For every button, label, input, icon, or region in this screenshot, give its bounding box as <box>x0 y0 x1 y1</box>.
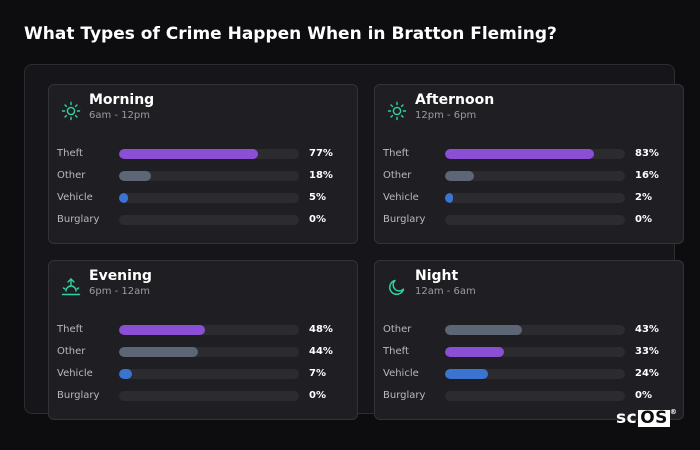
category-label: Other <box>57 170 86 181</box>
bar-row-vehicle: Vehicle 5% <box>57 191 347 205</box>
period-title: Afternoon <box>415 92 495 108</box>
category-label: Burglary <box>57 390 100 401</box>
category-label: Burglary <box>383 390 426 401</box>
category-label: Vehicle <box>383 368 419 379</box>
bar-vehicle <box>445 193 453 203</box>
category-label: Theft <box>57 148 83 159</box>
value-label: 43% <box>635 324 659 335</box>
period-title: Evening <box>89 268 152 284</box>
bar-track <box>119 347 299 357</box>
bar-row-other: Other 16% <box>383 169 673 183</box>
period-title: Morning <box>89 92 155 108</box>
bar-row-vehicle: Vehicle 24% <box>383 367 673 381</box>
logo-box: OS <box>638 408 670 428</box>
bar-theft <box>445 347 505 357</box>
value-label: 77% <box>309 148 333 159</box>
category-label: Vehicle <box>57 192 93 203</box>
period-time-range: 6pm - 12am <box>89 286 151 297</box>
bar-row-theft: Theft 83% <box>383 147 673 161</box>
value-label: 83% <box>635 148 659 159</box>
bar-other <box>445 325 523 335</box>
category-label: Burglary <box>57 214 100 225</box>
bar-row-other: Other 43% <box>383 323 673 337</box>
bar-row-theft: Theft 48% <box>57 323 347 337</box>
scos-logo: sc OS ® <box>616 408 677 428</box>
value-label: 2% <box>635 192 652 203</box>
bar-row-other: Other 44% <box>57 345 347 359</box>
period-time-range: 12pm - 6pm <box>415 110 477 121</box>
category-label: Other <box>57 346 86 357</box>
bar-row-burglary: Burglary 0% <box>57 213 347 227</box>
bar-track <box>445 347 625 357</box>
bar-track <box>119 325 299 335</box>
sun-icon <box>387 101 407 121</box>
bar-track <box>445 369 625 379</box>
category-label: Other <box>383 324 412 335</box>
bar-row-other: Other 18% <box>57 169 347 183</box>
value-label: 33% <box>635 346 659 357</box>
logo-registered-mark: ® <box>669 408 678 416</box>
bar-track <box>119 193 299 203</box>
period-time-range: 6am - 12pm <box>89 110 151 121</box>
category-label: Burglary <box>383 214 426 225</box>
bar-row-theft: Theft 33% <box>383 345 673 359</box>
bar-vehicle <box>119 193 128 203</box>
bar-row-burglary: Burglary 0% <box>383 213 673 227</box>
bar-track <box>119 215 299 225</box>
category-label: Theft <box>383 346 409 357</box>
category-label: Vehicle <box>383 192 419 203</box>
category-label: Theft <box>57 324 83 335</box>
value-label: 0% <box>309 390 326 401</box>
bar-row-burglary: Burglary 0% <box>57 389 347 403</box>
value-label: 5% <box>309 192 326 203</box>
period-card-afternoon: Afternoon 12pm - 6pm Theft 83% Other 16% Vehic… <box>374 84 684 244</box>
value-label: 44% <box>309 346 333 357</box>
bar-other <box>119 347 199 357</box>
period-title: Night <box>415 268 459 284</box>
value-label: 0% <box>309 214 326 225</box>
chart-title: What Types of Crime Happen When in Bratt… <box>24 24 557 44</box>
value-label: 18% <box>309 170 333 181</box>
period-time-range: 12am - 6am <box>415 286 476 297</box>
moon-icon <box>387 277 407 297</box>
bar-track <box>445 391 625 401</box>
category-label: Theft <box>383 148 409 159</box>
sun-icon <box>61 101 81 121</box>
bar-theft <box>119 149 258 159</box>
bar-track <box>119 149 299 159</box>
value-label: 0% <box>635 390 652 401</box>
bar-row-vehicle: Vehicle 7% <box>57 367 347 381</box>
bar-row-vehicle: Vehicle 2% <box>383 191 673 205</box>
bar-track <box>119 391 299 401</box>
bar-vehicle <box>119 369 132 379</box>
value-label: 7% <box>309 368 326 379</box>
bar-theft <box>445 149 595 159</box>
bar-track <box>445 325 625 335</box>
category-label: Other <box>383 170 412 181</box>
bar-row-theft: Theft 77% <box>57 147 347 161</box>
bar-theft <box>119 325 206 335</box>
bar-track <box>445 193 625 203</box>
bar-vehicle <box>445 369 489 379</box>
bar-track <box>445 149 625 159</box>
category-label: Vehicle <box>57 368 93 379</box>
period-card-evening: Evening 6pm - 12am Theft 48% Other 44% Vehicle… <box>48 260 358 420</box>
bar-track <box>119 171 299 181</box>
period-card-night: Night 12am - 6am Other 43% Theft 33% Vehicle 24… <box>374 260 684 420</box>
bar-track <box>445 171 625 181</box>
bar-track <box>119 369 299 379</box>
bar-track <box>445 215 625 225</box>
logo-prefix: sc <box>616 408 638 428</box>
sunset-icon <box>61 277 81 297</box>
period-card-morning: Morning 6am - 12pm Theft 77% Other 18% Vehicle… <box>48 84 358 244</box>
value-label: 48% <box>309 324 333 335</box>
bar-row-burglary: Burglary 0% <box>383 389 673 403</box>
value-label: 16% <box>635 170 659 181</box>
bar-other <box>445 171 474 181</box>
value-label: 24% <box>635 368 659 379</box>
bar-other <box>119 171 152 181</box>
value-label: 0% <box>635 214 652 225</box>
